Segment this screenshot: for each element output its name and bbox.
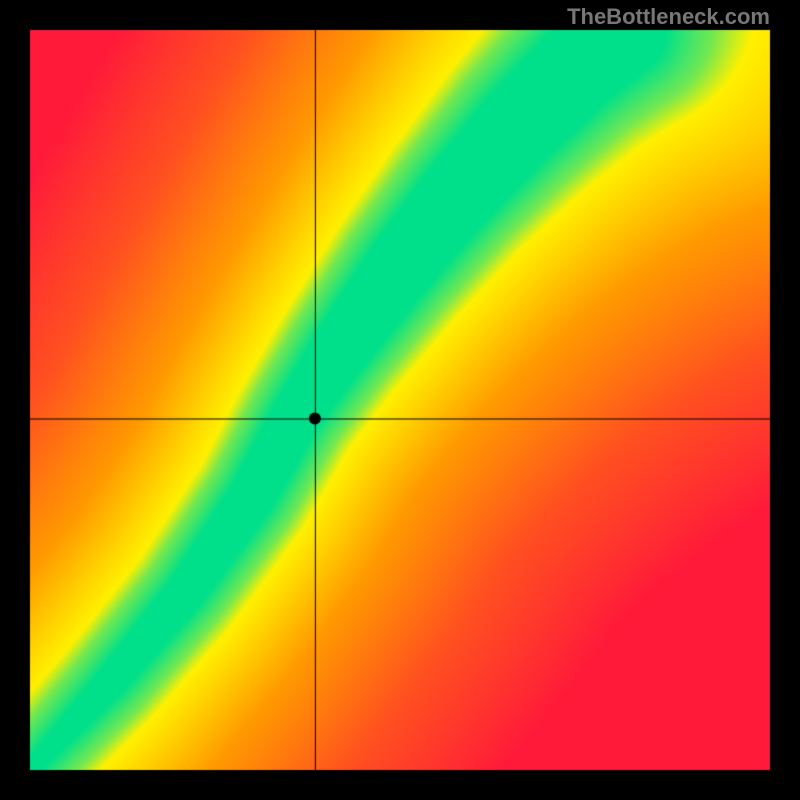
watermark-text: TheBottleneck.com	[567, 4, 770, 30]
heatmap-canvas	[0, 0, 800, 800]
chart-container: TheBottleneck.com	[0, 0, 800, 800]
